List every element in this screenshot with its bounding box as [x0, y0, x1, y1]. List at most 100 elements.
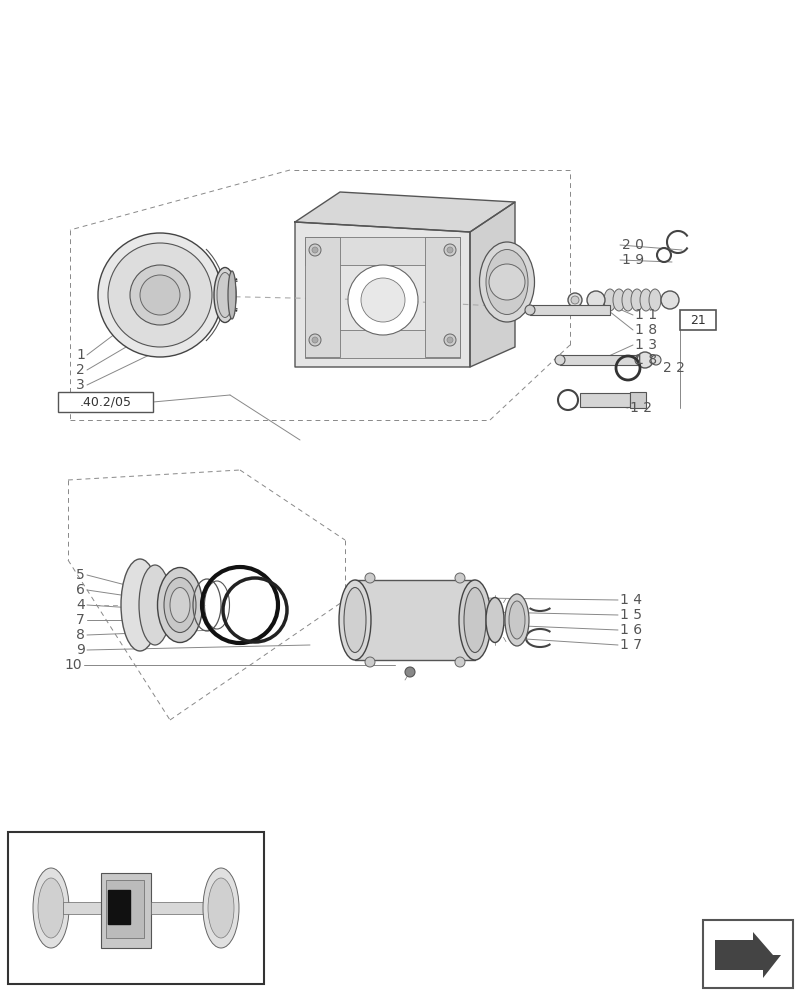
Bar: [305, 237, 340, 357]
Text: 1 2: 1 2: [629, 401, 651, 415]
Ellipse shape: [38, 878, 64, 938]
Circle shape: [311, 247, 318, 253]
Text: 21: 21: [689, 314, 705, 326]
Ellipse shape: [208, 878, 234, 938]
Ellipse shape: [630, 289, 642, 311]
Circle shape: [454, 573, 465, 583]
Ellipse shape: [139, 565, 171, 645]
Circle shape: [309, 244, 320, 256]
Circle shape: [570, 296, 578, 304]
Polygon shape: [294, 222, 470, 367]
Ellipse shape: [525, 305, 534, 315]
Ellipse shape: [157, 568, 202, 643]
Text: .40.2/05: .40.2/05: [79, 395, 131, 408]
Ellipse shape: [217, 272, 233, 318]
Ellipse shape: [486, 249, 527, 314]
Polygon shape: [354, 580, 474, 660]
Circle shape: [568, 293, 581, 307]
Ellipse shape: [554, 355, 564, 365]
Text: 10: 10: [64, 658, 82, 672]
Text: 1 8: 1 8: [634, 353, 656, 367]
Circle shape: [365, 657, 375, 667]
Circle shape: [348, 265, 418, 335]
Circle shape: [108, 243, 212, 347]
Text: 1 3: 1 3: [634, 338, 656, 352]
Circle shape: [636, 352, 652, 368]
Text: 1 5: 1 5: [620, 608, 642, 622]
Ellipse shape: [634, 355, 644, 365]
Circle shape: [444, 244, 456, 256]
Circle shape: [311, 337, 318, 343]
Ellipse shape: [621, 289, 633, 311]
Bar: [530, 305, 609, 315]
Bar: [305, 237, 460, 265]
Circle shape: [454, 657, 465, 667]
Circle shape: [365, 573, 375, 583]
Ellipse shape: [338, 580, 371, 660]
Ellipse shape: [121, 559, 159, 651]
Circle shape: [660, 291, 678, 309]
Circle shape: [98, 233, 221, 357]
Ellipse shape: [639, 289, 651, 311]
Ellipse shape: [603, 289, 616, 311]
Circle shape: [130, 265, 190, 325]
Bar: [58, 392, 152, 412]
Ellipse shape: [648, 289, 660, 311]
Ellipse shape: [203, 868, 238, 948]
Circle shape: [650, 355, 660, 365]
Text: 3: 3: [76, 378, 85, 392]
Ellipse shape: [344, 587, 366, 652]
Bar: [63, 902, 122, 914]
Ellipse shape: [486, 597, 504, 643]
Text: 4: 4: [76, 598, 85, 612]
Text: 9: 9: [76, 643, 85, 657]
Text: 1 6: 1 6: [620, 623, 642, 637]
Circle shape: [139, 275, 180, 315]
Text: 1: 1: [76, 348, 85, 362]
Circle shape: [361, 278, 405, 322]
Circle shape: [586, 291, 604, 309]
Text: 1 1: 1 1: [634, 308, 656, 322]
Ellipse shape: [33, 868, 69, 948]
Bar: [106, 880, 144, 938]
Text: 5: 5: [76, 568, 85, 582]
Text: 1 7: 1 7: [620, 638, 642, 652]
Circle shape: [309, 334, 320, 346]
Text: 8: 8: [76, 628, 85, 642]
Bar: [101, 873, 151, 948]
Bar: [560, 355, 639, 365]
Bar: [305, 330, 460, 358]
Text: 6: 6: [76, 583, 85, 597]
Ellipse shape: [612, 289, 624, 311]
Ellipse shape: [463, 587, 486, 652]
Ellipse shape: [169, 587, 190, 622]
Ellipse shape: [479, 242, 534, 322]
Polygon shape: [470, 202, 514, 367]
Circle shape: [446, 247, 453, 253]
Text: 1 4: 1 4: [620, 593, 642, 607]
Bar: [8, 832, 264, 984]
Bar: [151, 902, 206, 914]
Bar: [629, 392, 646, 408]
Circle shape: [405, 667, 414, 677]
Polygon shape: [294, 192, 514, 232]
Ellipse shape: [164, 578, 195, 633]
Ellipse shape: [214, 267, 236, 322]
Ellipse shape: [508, 601, 525, 639]
Text: 2 0: 2 0: [621, 238, 643, 252]
Ellipse shape: [228, 271, 236, 319]
Polygon shape: [714, 932, 780, 978]
Bar: [579, 393, 629, 407]
Bar: [108, 890, 130, 924]
Text: 1 9: 1 9: [621, 253, 643, 267]
Text: 2: 2: [76, 363, 85, 377]
Ellipse shape: [458, 580, 491, 660]
Circle shape: [444, 334, 456, 346]
Text: 7: 7: [76, 613, 85, 627]
Ellipse shape: [504, 594, 528, 646]
Circle shape: [446, 337, 453, 343]
Text: 2 2: 2 2: [663, 361, 684, 375]
Bar: [424, 237, 460, 357]
Circle shape: [488, 264, 525, 300]
Text: 1 8: 1 8: [634, 323, 656, 337]
